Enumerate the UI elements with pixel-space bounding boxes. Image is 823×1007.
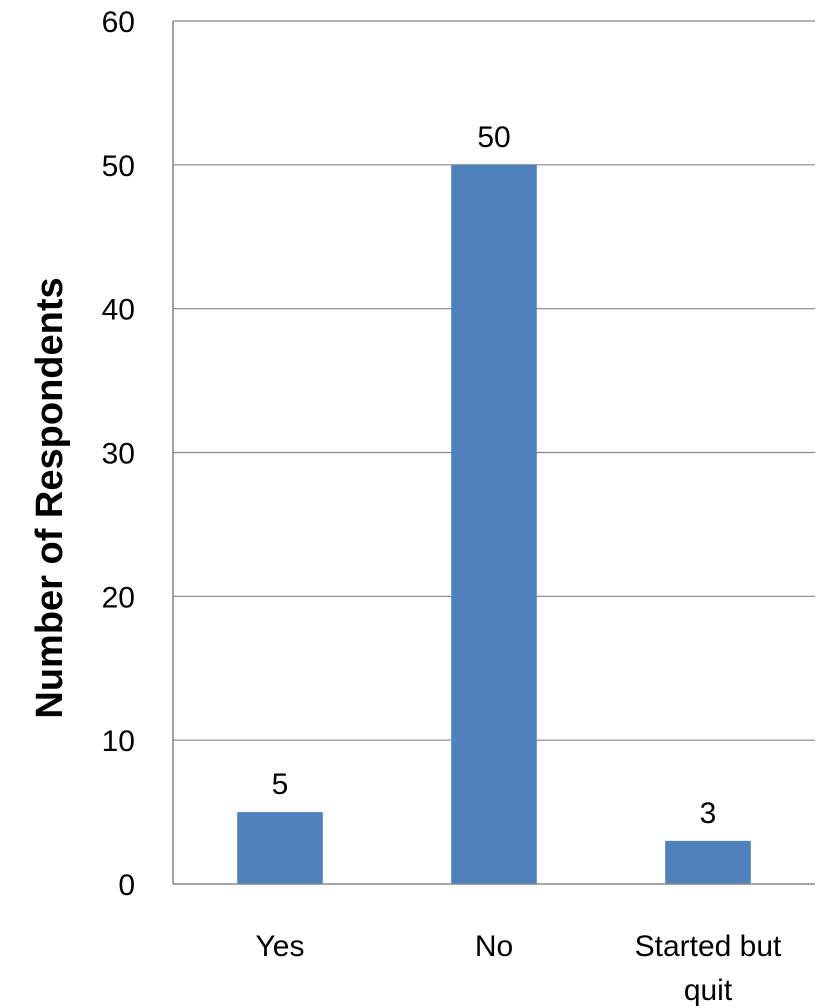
data-label: 50 (477, 121, 510, 154)
y-tick-label: 50 (102, 150, 135, 183)
y-tick-label: 0 (118, 869, 135, 902)
y-tick-label: 60 (102, 6, 135, 39)
bar (665, 840, 751, 884)
axes (172, 21, 815, 885)
bar (451, 164, 537, 885)
y-tick-label: 30 (102, 438, 135, 471)
data-label: 5 (272, 768, 289, 801)
x-tick-label: Yes (256, 930, 305, 963)
data-label: 3 (700, 797, 717, 830)
y-tick-label: 10 (102, 725, 135, 758)
bar (237, 812, 323, 884)
bars (237, 164, 751, 885)
labels: 0 10 20 30 40 50 60 5 Yes 50 No 3 Started but quit (102, 6, 782, 1007)
y-tick-label: 20 (102, 581, 135, 614)
x-tick-label: No (475, 930, 513, 963)
y-axis-title: Number of Respondents (29, 277, 71, 718)
y-tick-label: 40 (102, 294, 135, 327)
x-tick-label: Started but quit (635, 930, 782, 1007)
